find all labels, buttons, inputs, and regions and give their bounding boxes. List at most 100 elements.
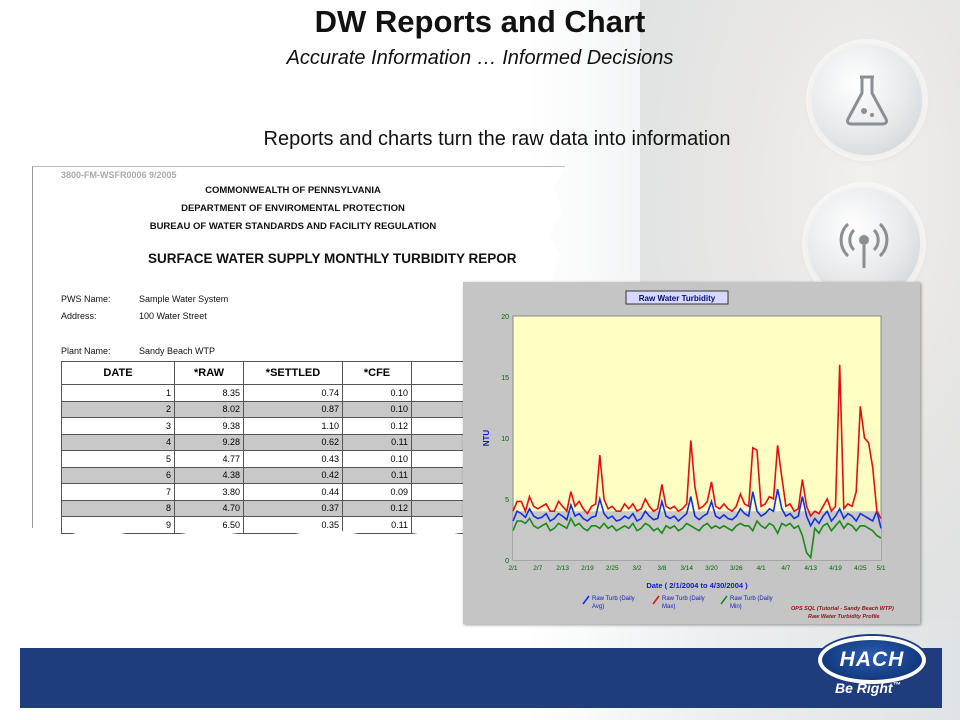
table-cell: 0.43 bbox=[243, 450, 343, 468]
pws-name-row: PWS Name: Sample Water System bbox=[61, 294, 228, 304]
report-form-code: 3800-FM-WSFR0006 9/2005 bbox=[61, 170, 177, 180]
table-row: 4 9.28 0.62 0.11 bbox=[61, 433, 475, 451]
legend-swatch bbox=[720, 595, 728, 605]
signal-orb bbox=[808, 188, 920, 300]
x-tick-label: 3/2 bbox=[633, 565, 642, 572]
table-cell: 8.02 bbox=[174, 400, 244, 418]
table-cell-blank bbox=[411, 400, 475, 418]
table-row: 6 4.38 0.42 0.11 bbox=[61, 466, 475, 484]
table-row: 1 8.35 0.74 0.10 bbox=[61, 384, 475, 402]
table-cell: 8 bbox=[61, 499, 175, 517]
address-label: Address: bbox=[61, 311, 97, 321]
report-title: SURFACE WATER SUPPLY MONTHLY TURBIDITY R… bbox=[148, 251, 517, 266]
table-row: 5 4.77 0.43 0.10 bbox=[61, 450, 475, 468]
report-header-line-1: COMMONWEALTH OF PENNSYLVANIA bbox=[205, 185, 381, 196]
table-cell: 0.12 bbox=[342, 499, 412, 517]
turbidity-table: DATE *RAW *SETTLED *CFE 1 8.35 0.74 0.10 2 8.02 0… bbox=[61, 361, 475, 534]
table-cell: 4.70 bbox=[174, 499, 244, 517]
column-header: *RAW bbox=[174, 361, 244, 385]
table-cell: 0.44 bbox=[243, 483, 343, 501]
tagline: Be Right™ bbox=[835, 680, 901, 696]
table-cell: 9.28 bbox=[174, 433, 244, 451]
plant-name-value: Sandy Beach WTP bbox=[139, 346, 216, 356]
x-tick-label: 3/8 bbox=[657, 565, 666, 572]
flask-icon bbox=[846, 75, 888, 126]
threshold-band bbox=[513, 511, 881, 560]
table-cell: 8.35 bbox=[174, 384, 244, 402]
table-cell: 9.38 bbox=[174, 417, 244, 435]
trademark-symbol: ™ bbox=[892, 680, 901, 690]
y-tick-label: 15 bbox=[501, 375, 509, 382]
table-row: 8 4.70 0.37 0.12 bbox=[61, 499, 475, 517]
table-cell: 0.12 bbox=[342, 417, 412, 435]
x-tick-label: 3/14 bbox=[680, 565, 693, 572]
y-tick-label: 5 bbox=[505, 497, 509, 504]
table-row: 7 3.80 0.44 0.09 bbox=[61, 483, 475, 501]
table-cell: 1.10 bbox=[243, 417, 343, 435]
table-cell: 3.80 bbox=[174, 483, 244, 501]
pws-name-label: PWS Name: bbox=[61, 294, 111, 304]
slide-subtitle: Accurate Information … Informed Decision… bbox=[286, 47, 674, 69]
address-value: 100 Water Street bbox=[139, 311, 207, 321]
column-header: *CFE bbox=[342, 361, 412, 385]
table-header-row: DATE *RAW *SETTLED *CFE bbox=[61, 361, 475, 385]
chart-title: Raw Water Turbidity bbox=[639, 294, 716, 303]
turbidity-chart-panel: Raw Water Turbidity 0 5 10 15 20 NTU 2/1 2/7 2/13… bbox=[463, 282, 920, 624]
hach-logo: HACH bbox=[818, 636, 926, 684]
table-cell: 3 bbox=[61, 417, 175, 435]
signal-icon bbox=[839, 222, 889, 268]
flask-orb bbox=[812, 45, 922, 155]
x-tick-label: 4/7 bbox=[781, 565, 790, 572]
table-cell: 6.50 bbox=[174, 516, 244, 534]
table-cell: 0.10 bbox=[342, 400, 412, 418]
table-cell: 0.11 bbox=[342, 466, 412, 484]
table-cell: 4.38 bbox=[174, 466, 244, 484]
legend-label: Raw Turb (Daily bbox=[592, 596, 635, 602]
chart-footnote-line-2: Raw Water Turbidity Profile bbox=[808, 614, 880, 620]
table-cell: 4.77 bbox=[174, 450, 244, 468]
turbidity-chart: Raw Water Turbidity 0 5 10 15 20 NTU 2/1 2/7 2/13… bbox=[482, 290, 894, 620]
table-cell: 7 bbox=[61, 483, 175, 501]
plant-name-row: Plant Name: Sandy Beach WTP bbox=[61, 346, 215, 356]
table-cell: 0.10 bbox=[342, 384, 412, 402]
legend-label-line2: Avg) bbox=[592, 604, 604, 610]
y-tick-label: 0 bbox=[505, 558, 509, 565]
table-cell: 5 bbox=[61, 450, 175, 468]
lead-text: Reports and charts turn the raw data int… bbox=[263, 128, 731, 150]
table-cell: 4 bbox=[61, 433, 175, 451]
x-tick-label: 4/25 bbox=[854, 565, 867, 572]
table-cell: 0.87 bbox=[243, 400, 343, 418]
report-header-line-3: BUREAU OF WATER STANDARDS AND FACILITY R… bbox=[149, 221, 437, 232]
series-line bbox=[512, 364, 882, 519]
x-tick-label: 4/13 bbox=[804, 565, 817, 572]
footer-bar bbox=[20, 648, 942, 708]
legend-label: Raw Turb (Daily bbox=[730, 596, 773, 602]
logo-text: HACH bbox=[839, 648, 905, 671]
table-cell: 2 bbox=[61, 400, 175, 418]
series-line bbox=[512, 516, 882, 560]
table-cell: 0.74 bbox=[243, 384, 343, 402]
x-tick-label: 2/7 bbox=[533, 565, 542, 572]
table-row: 2 8.02 0.87 0.10 bbox=[61, 400, 475, 418]
chart-footnote-line-1: OPS SQL (Tutorial - Sandy Beach WTP) bbox=[791, 606, 894, 612]
y-axis-label: NTU bbox=[482, 430, 491, 447]
series-line bbox=[512, 489, 882, 529]
x-tick-label: 3/20 bbox=[705, 565, 718, 572]
x-tick-label: 4/19 bbox=[829, 565, 842, 572]
x-tick-label: 4/1 bbox=[757, 565, 766, 572]
legend-label: Raw Turb (Daily bbox=[662, 596, 705, 602]
table-row: 3 9.38 1.10 0.12 bbox=[61, 417, 475, 435]
table-cell: 0.37 bbox=[243, 499, 343, 517]
x-tick-label: 2/1 bbox=[508, 565, 517, 572]
plant-name-label: Plant Name: bbox=[61, 346, 111, 356]
y-tick-label: 10 bbox=[501, 436, 509, 443]
table-cell-blank bbox=[411, 499, 475, 517]
table-cell: 0.11 bbox=[342, 433, 412, 451]
y-tick-label: 20 bbox=[501, 314, 509, 321]
table-cell: 1 bbox=[61, 384, 175, 402]
pws-name-value: Sample Water System bbox=[139, 294, 229, 304]
column-header: *SETTLED bbox=[243, 361, 343, 385]
x-tick-label: 5/1 bbox=[876, 565, 885, 572]
table-cell: 0.09 bbox=[342, 483, 412, 501]
table-cell: 0.10 bbox=[342, 450, 412, 468]
